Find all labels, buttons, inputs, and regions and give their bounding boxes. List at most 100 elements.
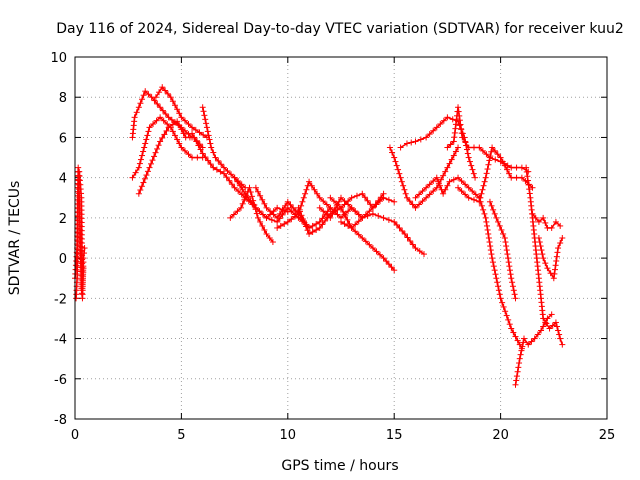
data-point <box>538 247 545 254</box>
data-point <box>523 168 530 175</box>
data-point <box>488 148 495 155</box>
data-point <box>256 208 263 215</box>
data-point <box>483 218 490 225</box>
data-point <box>398 178 405 185</box>
data-point <box>345 208 352 215</box>
data-point <box>385 196 392 203</box>
data-point <box>161 131 168 138</box>
data-point <box>485 161 492 168</box>
data-point <box>472 191 479 198</box>
data-point <box>444 114 451 121</box>
data-point <box>300 216 306 223</box>
data-point <box>279 206 286 213</box>
data-point <box>223 174 230 181</box>
data-point <box>524 173 531 180</box>
data-point <box>241 196 248 203</box>
data-point <box>142 140 149 147</box>
data-point <box>274 204 281 211</box>
data-point <box>335 198 342 205</box>
data-point <box>364 197 371 204</box>
data-point <box>210 149 217 156</box>
data-point <box>345 198 352 205</box>
data-point <box>366 241 373 248</box>
data-point <box>220 170 227 177</box>
data-point <box>490 263 497 270</box>
data-point <box>137 156 144 163</box>
data-point <box>488 251 495 258</box>
data-point <box>311 186 318 193</box>
data-point <box>239 200 246 207</box>
data-point <box>362 238 369 245</box>
data-point <box>316 194 323 201</box>
data-point <box>552 266 559 273</box>
data-point <box>409 241 416 248</box>
data-point <box>319 215 326 222</box>
data-point <box>192 126 199 133</box>
data-point <box>174 136 181 143</box>
data-point <box>146 124 153 131</box>
data-point <box>509 283 516 290</box>
data-point <box>503 247 510 254</box>
data-point <box>457 121 464 128</box>
data-point <box>420 251 427 258</box>
data-point <box>140 148 147 155</box>
data-point <box>478 202 485 209</box>
data-point <box>489 259 496 266</box>
data-point <box>392 158 399 165</box>
data-point <box>479 186 486 193</box>
data-point <box>238 191 245 198</box>
data-point <box>338 204 344 211</box>
y-tick-label: 10 <box>50 51 67 66</box>
data-point <box>495 283 502 290</box>
data-point <box>529 184 536 191</box>
data-point <box>259 196 266 203</box>
data-point <box>508 174 515 181</box>
data-point <box>174 106 181 113</box>
data-point <box>174 118 181 125</box>
data-point <box>508 325 515 332</box>
x-tick-label: 10 <box>280 428 297 443</box>
data-point <box>469 188 476 195</box>
data-point <box>145 91 152 98</box>
data-point <box>446 178 453 185</box>
data-point <box>487 243 494 250</box>
data-point <box>465 154 472 161</box>
data-point <box>503 166 510 173</box>
data-point <box>543 320 550 327</box>
data-point <box>201 112 208 119</box>
x-tick-label: 25 <box>599 428 616 443</box>
y-tick-label: -6 <box>54 373 67 388</box>
data-point <box>355 231 362 238</box>
data-point <box>510 329 517 336</box>
data-point <box>228 181 235 188</box>
data-point <box>412 194 419 201</box>
data-point <box>141 175 148 182</box>
data-point <box>193 138 200 145</box>
data-point <box>518 347 525 354</box>
data-point <box>557 222 564 229</box>
data-point <box>493 275 500 282</box>
data-point <box>552 319 559 326</box>
data-point <box>483 222 490 229</box>
data-point <box>212 154 219 161</box>
data-point <box>138 183 145 190</box>
data-point <box>327 194 334 201</box>
data-point <box>385 216 392 223</box>
data-point <box>203 124 210 131</box>
data-point <box>162 110 169 117</box>
series-line <box>155 86 208 139</box>
data-point <box>217 168 224 175</box>
data-point <box>296 208 303 215</box>
data-point <box>464 150 471 157</box>
data-point <box>426 191 433 198</box>
data-point <box>462 181 469 188</box>
data-point <box>203 120 210 127</box>
data-point <box>555 327 562 334</box>
data-point <box>520 339 527 346</box>
data-point <box>486 239 493 246</box>
series-arc-4 <box>129 114 206 181</box>
data-point <box>263 214 270 221</box>
data-point <box>362 211 369 218</box>
data-point <box>499 158 506 165</box>
data-point <box>450 176 457 183</box>
